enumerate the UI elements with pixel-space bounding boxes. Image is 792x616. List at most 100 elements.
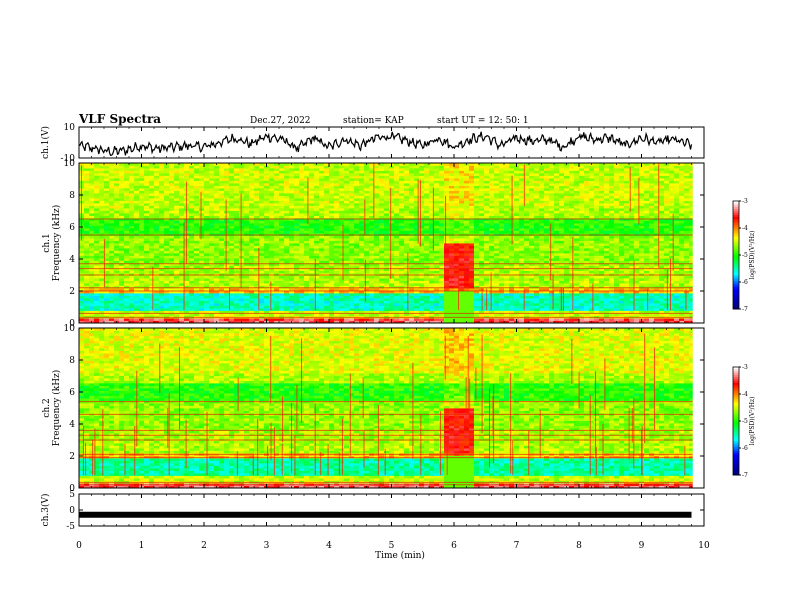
spectrogram-cell [394,256,399,259]
spectrogram-cell [109,266,114,269]
spectrogram-cell [309,288,314,291]
spectrogram-cell [194,243,199,246]
spectrogram-cell [624,246,629,249]
spectrogram-cell [114,256,119,259]
spectrogram-cell [684,266,689,269]
spectrogram-cell [624,251,629,254]
spectrogram-cell [339,266,344,269]
spectrogram-cell [244,283,249,286]
spectrogram-cell [169,271,174,274]
spectrogram-cell [289,318,294,321]
spectrogram-cell [474,248,479,251]
spectrogram-cell [99,283,104,286]
spectrogram-cell [89,288,94,291]
spectrogram-cell [504,281,509,284]
spectrogram-cell [549,303,554,306]
spectrogram-cell [519,253,524,256]
spectrogram-cell [124,271,129,274]
spectrogram-cell [449,248,454,251]
spectrogram-cell [324,298,329,301]
spectrogram-cell [304,288,309,291]
spectrogram-cell [354,318,359,321]
spectrogram-cell [289,303,294,306]
spectrogram-cell [189,301,194,304]
spectrogram-cell [229,276,234,279]
spectrogram-cell [609,241,614,244]
spectrogram-cell [349,278,354,281]
spectrogram-cell [349,236,354,239]
spectrogram-cell [414,278,419,281]
spectrogram-cell [79,256,84,259]
spectrogram-cell [189,296,194,299]
spectrogram-cell [169,298,174,301]
spectrogram-cell [524,251,529,254]
spectrogram-cell [129,271,134,274]
spectrogram-cell [429,296,434,299]
spectrogram-cell [159,248,164,251]
spectrogram-cell [639,251,644,254]
spectrogram-cell [159,298,164,301]
spectrogram-cell [649,318,654,321]
spectrogram-cell [389,243,394,246]
spectrogram-cell [504,258,509,261]
spectrogram-cell [209,228,214,231]
spectrogram-cell [584,236,589,239]
spectrogram-cell [139,303,144,306]
spectrogram-cell [684,276,689,279]
spectrogram-cell [659,306,664,309]
spectrogram-cell [349,241,354,244]
spectrogram-cell [439,296,444,299]
spectrogram-cell [284,236,289,239]
spectrogram-cell [409,236,414,239]
spectrogram-cell [354,246,359,249]
spectrogram-cell [639,288,644,291]
spectrogram-cell [189,266,194,269]
spectrogram-cell [579,228,584,231]
spectrogram-cell [619,236,624,239]
spectrogram-cell [594,266,599,269]
spectrogram-cell [299,238,304,241]
spectrogram-cell [649,301,654,304]
spectrogram-cell [419,226,424,229]
spectrogram-cell [499,308,504,311]
spectrogram-cell [474,308,479,311]
spectrogram-cell [134,318,139,321]
spectrogram-cell [279,293,284,296]
spectrogram-cell [264,271,269,274]
spectrogram-cell [419,298,424,301]
spectrogram-cell [644,253,649,256]
spectrogram-cell [399,258,404,261]
spectrogram-cell [544,283,549,286]
spectrogram-cell [314,231,319,234]
spectrogram-cell [159,253,164,256]
spectrogram-cell [339,241,344,244]
spectrogram-cell [339,243,344,246]
spectrogram-cell [84,271,89,274]
spectrogram-cell [569,246,574,249]
spectrogram-cell [204,261,209,264]
spectrogram-cell [684,308,689,311]
spectrogram-cell [609,231,614,234]
spectrogram-cell [504,236,509,239]
spectrogram-cell [109,261,114,264]
spectrogram-cell [494,236,499,239]
spectrogram-cell [194,226,199,229]
spectrogram-cell [214,236,219,239]
spectrogram-cell [659,271,664,274]
y-tick-label: 10 [64,123,76,133]
spectrogram-cell [674,308,679,311]
spectrogram-cell [534,248,539,251]
spectrogram-cell [409,283,414,286]
spectrogram-cell [544,278,549,281]
spectrogram-cell [524,253,529,256]
spectrogram-cell [114,266,119,269]
spectrogram-cell [239,298,244,301]
spectrogram-cell [189,228,194,231]
spectrogram-cell [194,288,199,291]
spectrogram-cell [284,238,289,241]
spectrogram-cell [449,258,454,261]
spectrogram-cell [404,276,409,279]
spectrogram-cell [549,243,554,246]
spectrogram-cell [114,303,119,306]
spectrogram-cell [334,276,339,279]
